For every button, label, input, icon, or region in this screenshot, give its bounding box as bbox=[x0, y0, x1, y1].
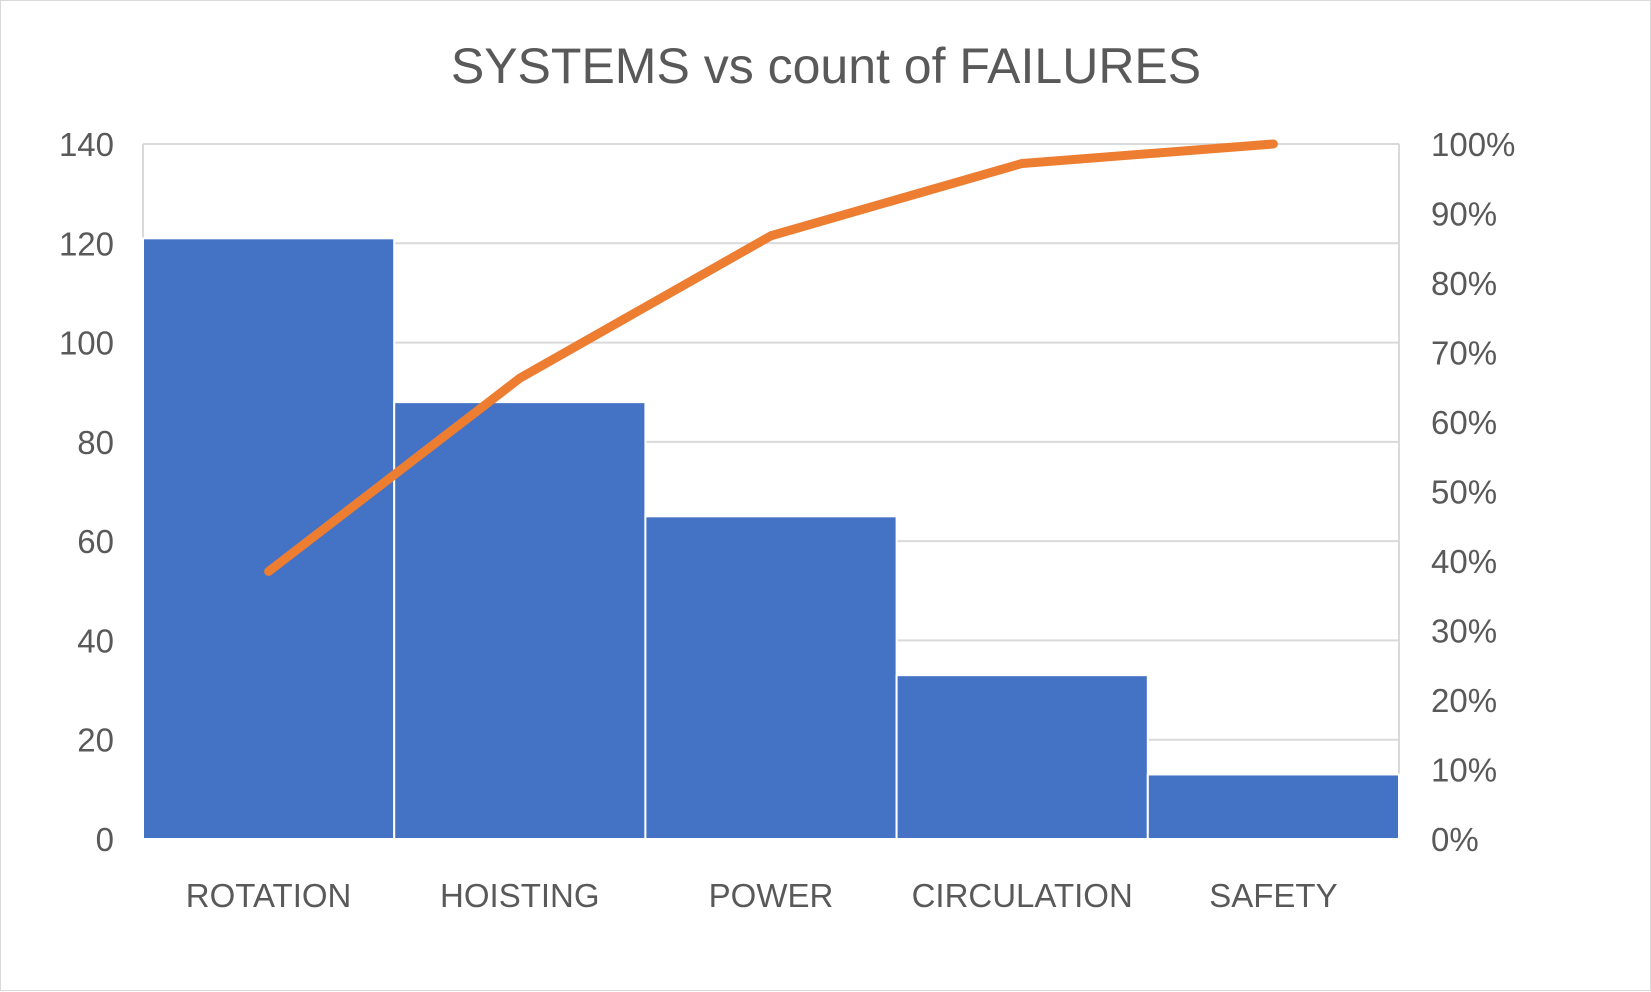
left-axis-tick-label: 0 bbox=[96, 821, 114, 858]
right-axis-tick-label: 100% bbox=[1431, 126, 1515, 163]
right-axis-ticks: 0% 10% 20% 30% 40% 50% 60% 70% 80% 90% 100% bbox=[1431, 126, 1515, 858]
bar bbox=[394, 402, 645, 839]
category-label: HOISTING bbox=[440, 877, 600, 914]
left-axis-tick-label: 140 bbox=[59, 126, 114, 163]
right-axis-tick-label: 10% bbox=[1431, 752, 1497, 789]
right-axis-tick-label: 90% bbox=[1431, 196, 1497, 233]
right-axis-tick-label: 60% bbox=[1431, 404, 1497, 441]
bar bbox=[1148, 774, 1399, 839]
left-axis-tick-label: 40 bbox=[77, 622, 114, 659]
left-axis-tick-label: 20 bbox=[77, 722, 114, 759]
category-label: POWER bbox=[709, 877, 834, 914]
right-axis-tick-label: 20% bbox=[1431, 682, 1497, 719]
left-axis-tick-label: 80 bbox=[77, 424, 114, 461]
bar bbox=[143, 238, 394, 839]
right-axis-tick-label: 30% bbox=[1431, 613, 1497, 650]
right-axis-tick-label: 80% bbox=[1431, 265, 1497, 302]
bar bbox=[897, 675, 1148, 839]
category-label: CIRCULATION bbox=[912, 877, 1133, 914]
right-axis-tick-label: 70% bbox=[1431, 335, 1497, 372]
bar bbox=[645, 516, 896, 839]
chart-title: SYSTEMS vs count of FAILURES bbox=[451, 38, 1201, 94]
category-axis-ticks: ROTATION HOISTING POWER CIRCULATION SAFETY bbox=[186, 877, 1338, 914]
left-axis-tick-label: 120 bbox=[59, 225, 114, 262]
bar-series bbox=[143, 238, 1399, 839]
right-axis-tick-label: 40% bbox=[1431, 543, 1497, 580]
right-axis-tick-label: 0% bbox=[1431, 821, 1479, 858]
left-axis-ticks: 0 20 40 60 80 100 120 140 bbox=[59, 126, 114, 858]
left-axis-tick-label: 60 bbox=[77, 523, 114, 560]
left-axis-tick-label: 100 bbox=[59, 325, 114, 362]
category-label: ROTATION bbox=[186, 877, 352, 914]
right-axis-tick-label: 50% bbox=[1431, 474, 1497, 511]
category-label: SAFETY bbox=[1209, 877, 1337, 914]
